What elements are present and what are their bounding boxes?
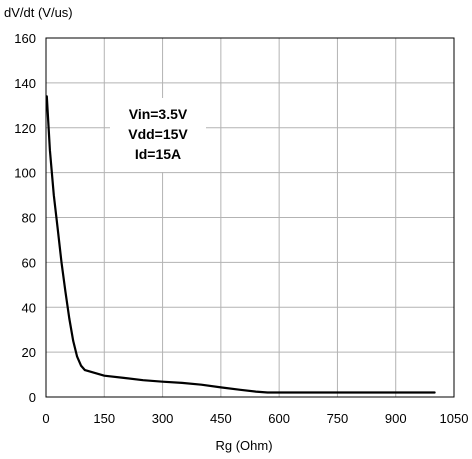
- x-tick-label: 750: [327, 411, 349, 426]
- y-axis-title: dV/dt (V/us): [4, 5, 73, 20]
- y-tick-label: 0: [29, 390, 36, 405]
- x-tick-label: 1050: [440, 411, 469, 426]
- x-tick-label: 300: [152, 411, 174, 426]
- y-tick-label: 60: [22, 255, 36, 270]
- annotation-line: Id=15A: [135, 146, 181, 162]
- y-tick-label: 80: [22, 211, 36, 226]
- x-tick-label: 150: [93, 411, 115, 426]
- y-axis-ticks: 0 20 40 60 80 100 120 140 160: [14, 31, 36, 405]
- annotation-line: Vdd=15V: [128, 126, 188, 142]
- plot-area: [45, 37, 455, 398]
- plot-frame: [45, 37, 455, 398]
- y-tick-label: 20: [22, 345, 36, 360]
- x-axis-ticks: 0 150 300 450 600 750 900 1050: [42, 411, 468, 426]
- y-tick-label: 120: [14, 121, 36, 136]
- x-tick-label: 450: [210, 411, 232, 426]
- annotation-background: [110, 98, 206, 172]
- annotation-box: Vin=3.5V Vdd=15V Id=15A: [110, 98, 206, 172]
- x-tick-label: 900: [385, 411, 407, 426]
- y-tick-label: 140: [14, 76, 36, 91]
- series-line: [45, 95, 436, 394]
- y-tick-label: 160: [14, 31, 36, 46]
- y-tick-label: 100: [14, 166, 36, 181]
- x-tick-label: 600: [268, 411, 290, 426]
- x-tick-label: 0: [42, 411, 49, 426]
- y-tick-label: 40: [22, 300, 36, 315]
- annotation-line: Vin=3.5V: [129, 106, 188, 122]
- x-axis-title: Rg (Ohm): [215, 438, 272, 453]
- grid: [46, 38, 454, 397]
